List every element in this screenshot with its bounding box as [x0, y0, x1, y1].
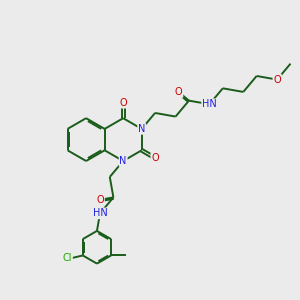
Text: HN: HN: [93, 208, 107, 218]
Text: Cl: Cl: [63, 254, 72, 263]
Text: O: O: [119, 98, 127, 108]
Text: N: N: [138, 124, 146, 134]
Text: HN: HN: [202, 99, 217, 109]
Text: O: O: [273, 75, 281, 85]
Text: O: O: [151, 153, 159, 163]
Text: O: O: [175, 87, 182, 97]
Text: N: N: [119, 156, 127, 166]
Text: O: O: [96, 195, 104, 205]
